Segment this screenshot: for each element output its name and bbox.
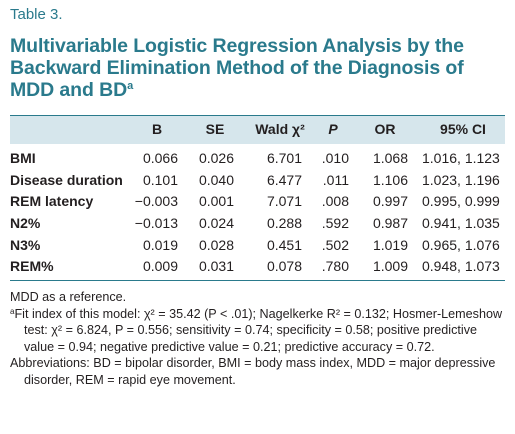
cell-b: −0.003 bbox=[134, 193, 178, 210]
cell-or: 1.009 bbox=[372, 258, 408, 275]
table-row: Disease duration 0.101 0.040 6.477 .011 1.106… bbox=[10, 172, 505, 194]
table-title: Multivariable Logistic Regression Analys… bbox=[10, 35, 510, 101]
cell-wald: 0.451 bbox=[266, 236, 302, 253]
row-label: BMI bbox=[10, 150, 36, 166]
column-header-se: SE bbox=[205, 121, 225, 137]
cell-ci: 0.995, 0.999 bbox=[422, 193, 500, 210]
table-row: N3% 0.019 0.028 0.451 .502 1.019 0.965, 1.076 bbox=[10, 237, 505, 259]
table-footnotes: MDD as a reference. aFit index of this m… bbox=[10, 289, 507, 389]
cell-ci: 0.965, 1.076 bbox=[422, 236, 500, 253]
cell-ci: 0.948, 1.073 bbox=[422, 258, 500, 275]
cell-ci: 1.016, 1.123 bbox=[422, 150, 500, 166]
cell-wald: 0.288 bbox=[266, 215, 302, 232]
table-row: REM latency −0.003 0.001 7.071 .008 0.997 0.99… bbox=[10, 193, 505, 215]
cell-wald: 7.071 bbox=[266, 193, 302, 210]
row-label: N2% bbox=[10, 215, 41, 232]
cell-p: .780 bbox=[321, 258, 349, 275]
table-row: N2% −0.013 0.024 0.288 .592 0.987 0.941, 1.035 bbox=[10, 215, 505, 237]
cell-b: 0.019 bbox=[142, 236, 178, 253]
cell-p: .011 bbox=[322, 171, 349, 188]
cell-ci: 1.023, 1.196 bbox=[422, 171, 500, 188]
cell-wald: 6.477 bbox=[266, 171, 302, 188]
cell-se: 0.040 bbox=[198, 171, 234, 188]
cell-or: 1.106 bbox=[372, 171, 408, 188]
cell-or: 1.019 bbox=[372, 236, 408, 253]
row-label: REM% bbox=[10, 258, 54, 275]
row-label: Disease duration bbox=[10, 171, 123, 188]
column-header-ci: 95% CI bbox=[440, 121, 486, 137]
table-title-text: Multivariable Logistic Regression Analys… bbox=[10, 35, 464, 101]
row-label: N3% bbox=[10, 236, 41, 253]
cell-se: 0.001 bbox=[198, 193, 234, 210]
table-row: REM% 0.009 0.031 0.078 .780 1.009 0.948, 1.073 bbox=[10, 258, 505, 280]
cell-or: 0.987 bbox=[372, 215, 408, 232]
footnote-abbreviations: Abbreviations: BD = bipolar disorder, BM… bbox=[10, 356, 496, 387]
cell-or: 1.068 bbox=[372, 150, 408, 166]
row-label: REM latency bbox=[10, 193, 94, 210]
table-label: Table 3. bbox=[10, 6, 63, 23]
footnote-fit-index: aFit index of this model: χ² = 35.42 (P … bbox=[10, 306, 507, 356]
table-header-band bbox=[10, 115, 505, 144]
title-footnote-marker: a bbox=[127, 80, 134, 92]
cell-b: −0.013 bbox=[134, 215, 178, 232]
column-header-or: OR bbox=[374, 121, 396, 137]
column-header-wald: Wald χ² bbox=[255, 121, 305, 137]
table-body: BMI 0.066 0.026 6.701 .010 1.068 1.016, 1.123 D… bbox=[10, 150, 505, 280]
table-bottom-rule bbox=[10, 280, 505, 281]
cell-wald: 6.701 bbox=[266, 150, 302, 166]
cell-p: .592 bbox=[321, 215, 349, 232]
table-row: BMI 0.066 0.026 6.701 .010 1.068 1.016, 1.123 bbox=[10, 150, 505, 172]
footnote-marker: a bbox=[10, 306, 15, 316]
cell-b: 0.009 bbox=[142, 258, 178, 275]
column-header-p: P bbox=[328, 121, 338, 137]
cell-wald: 0.078 bbox=[266, 258, 302, 275]
cell-ci: 0.941, 1.035 bbox=[422, 215, 500, 232]
column-header-b: B bbox=[151, 121, 163, 137]
cell-se: 0.028 bbox=[198, 236, 234, 253]
cell-p: .010 bbox=[321, 150, 349, 166]
cell-se: 0.024 bbox=[198, 215, 234, 232]
cell-or: 0.997 bbox=[372, 193, 408, 210]
cell-b: 0.101 bbox=[142, 171, 178, 188]
cell-p: .008 bbox=[321, 193, 349, 210]
cell-se: 0.026 bbox=[198, 150, 234, 166]
cell-se: 0.031 bbox=[198, 258, 234, 275]
footnote-reference: MDD as a reference. bbox=[10, 290, 127, 304]
footnote-fit-text: Fit index of this model: χ² = 35.42 (P <… bbox=[14, 306, 503, 354]
cell-p: .502 bbox=[321, 236, 349, 253]
cell-b: 0.066 bbox=[142, 150, 178, 166]
